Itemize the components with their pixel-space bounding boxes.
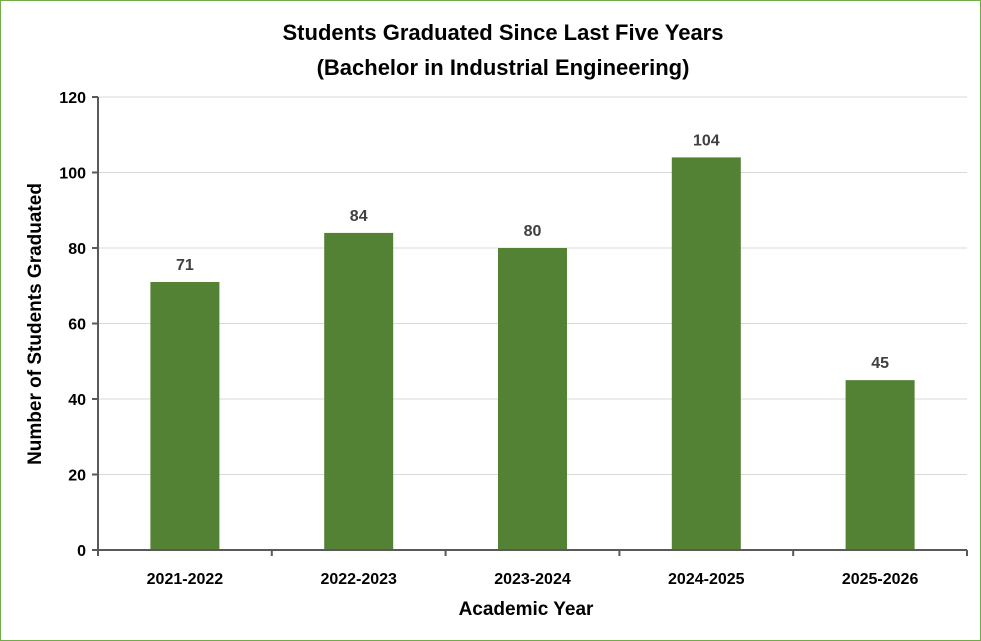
- y-tick-label: 0: [77, 543, 86, 560]
- data-label: 45: [871, 355, 889, 372]
- y-tick-label: 40: [68, 392, 86, 409]
- bars: [150, 157, 915, 550]
- data-label: 84: [350, 208, 368, 225]
- x-tick-label: 2022-2023: [320, 571, 397, 588]
- data-label: 80: [524, 223, 542, 240]
- data-label: 104: [693, 132, 720, 149]
- y-axis-title: Number of Students Graduated: [25, 183, 46, 465]
- labels: 0 20 40 60 80 100 120 71 2021-2022 84 2022-2023 80 2…: [59, 90, 918, 588]
- x-tick-label: 2024-2025: [668, 571, 745, 588]
- x-tick-label: 2025-2026: [842, 571, 919, 588]
- bar-2021-2022: [150, 281, 220, 550]
- y-tick-label: 120: [59, 90, 86, 107]
- bar-2022-2023: [324, 232, 394, 550]
- y-tick-label: 60: [68, 317, 86, 334]
- bar-2023-2024: [498, 248, 567, 550]
- y-tick-label: 20: [68, 468, 86, 485]
- bar-2024-2025: [671, 157, 741, 550]
- x-tick-label: 2021-2022: [147, 571, 224, 588]
- data-label: 71: [176, 257, 194, 274]
- bar-2025-2026: [845, 380, 915, 550]
- chart-subtitle: (Bachelor in Industrial Engineering): [317, 55, 690, 80]
- y-tick-label: 80: [68, 241, 86, 258]
- y-tick-label: 100: [59, 166, 86, 183]
- x-tick-label: 2023-2024: [494, 571, 571, 588]
- x-axis-title: Academic Year: [459, 599, 594, 620]
- chart-title: Students Graduated Since Last Five Years: [283, 20, 724, 45]
- axes: [92, 96, 968, 556]
